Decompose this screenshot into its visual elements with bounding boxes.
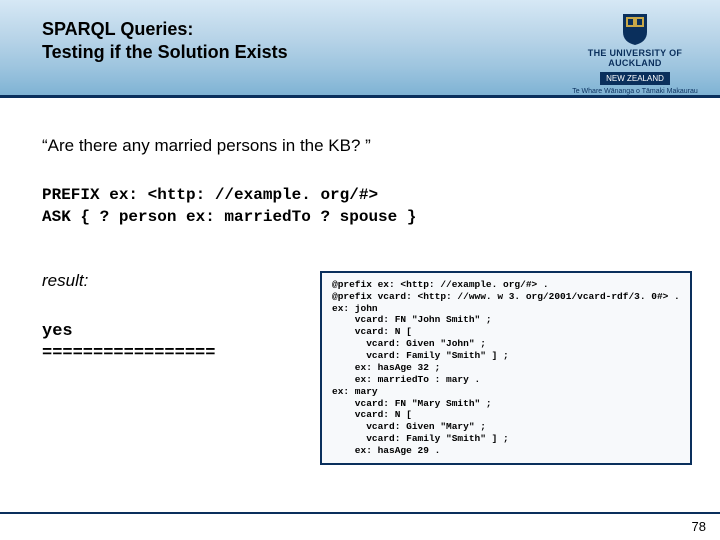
title-line-1: SPARQL Queries: [42,18,288,41]
result-value: yes ================= [42,321,302,365]
query-line-1: PREFIX ex: <http: //example. org/#> [42,186,378,204]
university-logo: THE UNIVERSITY OF AUCKLAND NEW ZEALAND T… [560,12,710,95]
query-line-2: ASK { ? person ex: marriedTo ? spouse } [42,208,416,226]
crest-icon [621,12,649,46]
footer-divider [0,512,720,514]
university-name: THE UNIVERSITY OF AUCKLAND [560,48,710,68]
rdf-data-box: @prefix ex: <http: //example. org/#> . @… [320,271,692,465]
page-number: 78 [692,519,706,534]
result-column: result: yes ================= [42,271,302,465]
title-line-2: Testing if the Solution Exists [42,41,288,64]
slide-content: “Are there any married persons in the KB… [0,98,720,465]
question-text: “Are there any married persons in the KB… [42,136,678,156]
slide-header: SPARQL Queries: Testing if the Solution … [0,0,720,98]
nz-label: NEW ZEALAND [600,72,670,85]
lower-row: result: yes ================= @prefix ex… [42,271,678,465]
sparql-query: PREFIX ex: <http: //example. org/#> ASK … [42,184,678,229]
result-label: result: [42,271,302,291]
slide-title: SPARQL Queries: Testing if the Solution … [42,18,288,65]
maori-name: Te Whare Wānanga o Tāmaki Makaurau [560,88,710,95]
